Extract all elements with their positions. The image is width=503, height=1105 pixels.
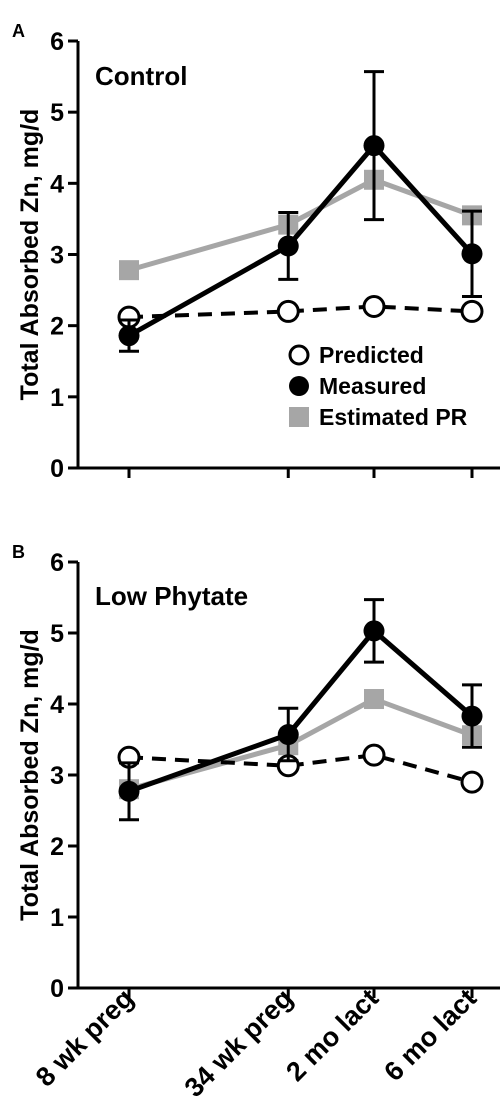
series-line-measured [127, 143, 474, 338]
y-tick-label: 1 [50, 904, 64, 932]
series-line-predicted [128, 304, 473, 320]
legend-label: Measured [319, 373, 426, 399]
data-point-estimated-pr [364, 689, 384, 710]
legend-label: Predicted [319, 342, 424, 368]
x-category-label: 8 wk preg [30, 983, 139, 1092]
series-line-measured [128, 628, 474, 794]
x-category-label: 2 mo lact [280, 983, 384, 1087]
data-point-measured [461, 243, 483, 265]
y-tick-label: 3 [50, 762, 64, 790]
x-category-label: 34 wk preg [179, 983, 299, 1103]
data-point-predicted [362, 743, 386, 767]
data-point-predicted [362, 294, 386, 318]
data-point-predicted [460, 299, 484, 323]
data-point-predicted [276, 299, 300, 323]
panel-title: Control [95, 61, 187, 91]
y-axis-label: Total Absorbed Zn, mg/d [16, 109, 44, 401]
x-category-label: 6 mo lact [378, 983, 482, 1087]
y-tick-label: 4 [50, 691, 64, 719]
y-tick-label: 5 [50, 99, 64, 127]
y-tick-label: 1 [50, 384, 64, 412]
panel-label: A [12, 21, 25, 41]
y-tick-label: 0 [50, 455, 64, 483]
y-tick-label: 6 [50, 28, 64, 56]
data-point-predicted [460, 770, 484, 794]
y-tick-label: 5 [50, 620, 64, 648]
y-tick-label: 3 [50, 242, 64, 270]
series-line-estimated-pr [128, 696, 473, 792]
y-axis-label: Total Absorbed Zn, mg/d [16, 629, 44, 921]
data-point-measured [277, 724, 299, 746]
legend-label: Estimated PR [319, 404, 468, 430]
data-point-measured [118, 780, 140, 802]
legend-marker-estimated-pr [289, 407, 309, 427]
data-point-measured [363, 135, 385, 157]
data-point-measured [277, 235, 299, 257]
legend-marker-measured [289, 376, 309, 396]
panel-title: Low Phytate [95, 581, 248, 611]
y-tick-label: 4 [50, 170, 64, 198]
data-point-estimated-pr [119, 260, 139, 281]
y-tick-label: 6 [50, 549, 64, 577]
series-line-predicted [128, 753, 473, 785]
data-point-measured [118, 325, 140, 347]
y-tick-label: 2 [50, 833, 64, 861]
legend-marker-predicted [288, 344, 310, 366]
data-point-measured [461, 705, 483, 727]
y-tick-label: 0 [50, 975, 64, 1003]
y-tick-label: 2 [50, 313, 64, 341]
data-point-measured [363, 620, 385, 642]
panel-label: B [12, 542, 25, 562]
